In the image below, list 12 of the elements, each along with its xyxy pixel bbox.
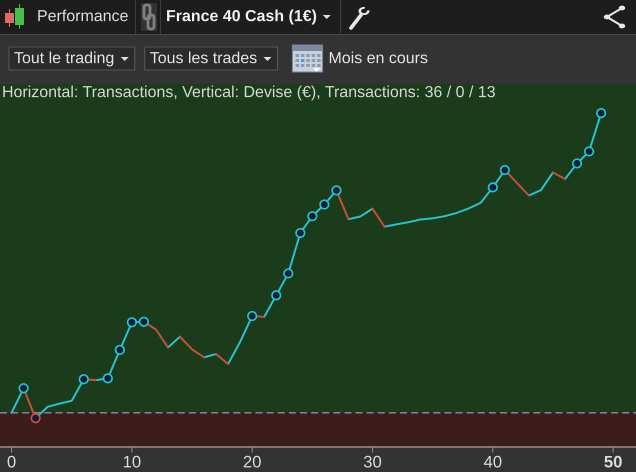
chart-subtitle: France 40 Cash (1€) — [167, 10, 316, 24]
x-tick-label: 10 — [124, 456, 140, 468]
x-tick-label: 50 — [604, 456, 622, 468]
x-tick-label: 40 — [484, 456, 502, 468]
text: Mois en cours — [330, 52, 428, 64]
text: Horizontal: Transactions, Vertical: Devise (€), Transactions: 36 / 0 / 13 — [3, 86, 495, 100]
chart-title: Performance — [38, 10, 128, 22]
x-tick-label: 0 — [8, 456, 16, 468]
text: Tous les trades — [150, 52, 257, 64]
x-tick-label: 30 — [364, 456, 382, 468]
text: Tout le trading — [14, 52, 114, 66]
x-tick-label: 20 — [244, 456, 261, 468]
